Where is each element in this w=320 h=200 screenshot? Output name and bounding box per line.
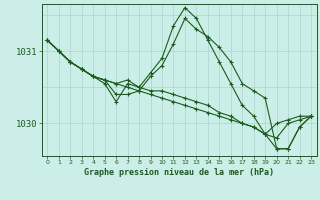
X-axis label: Graphe pression niveau de la mer (hPa): Graphe pression niveau de la mer (hPa) [84,168,274,177]
